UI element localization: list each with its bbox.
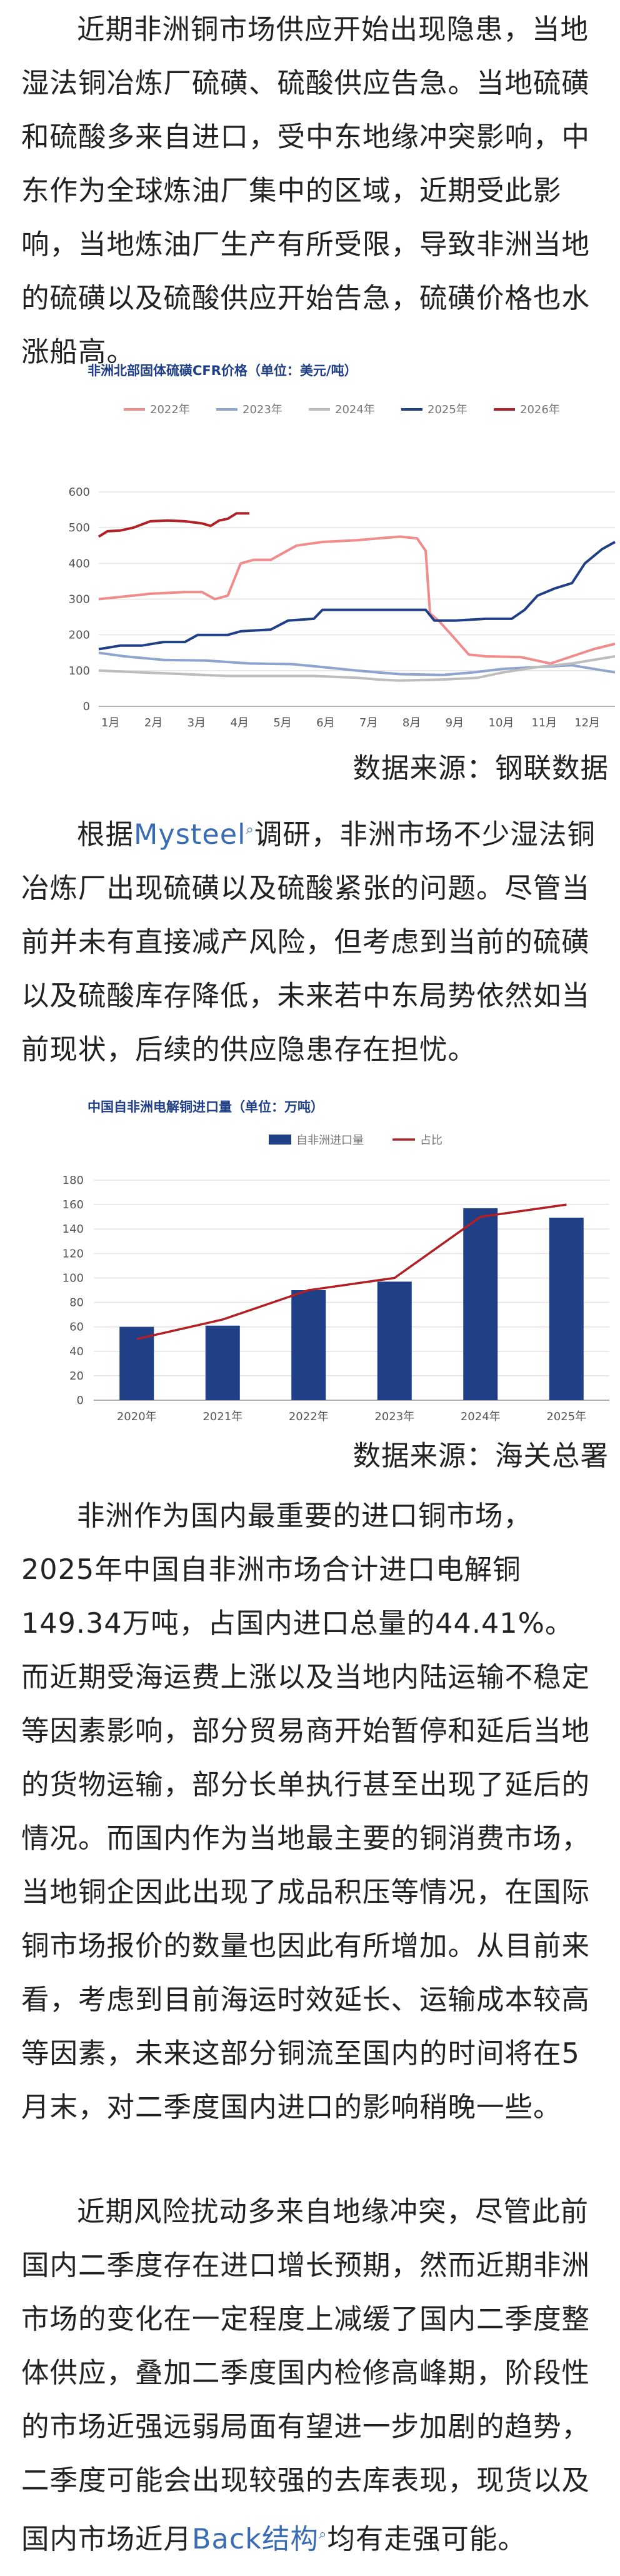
- x-tick-label: 2023年: [374, 1410, 414, 1423]
- bar: [463, 1208, 498, 1400]
- legend-label: 2026年: [520, 403, 560, 416]
- x-tick-label: 3月: [188, 716, 206, 729]
- legend-label: 2022年: [150, 403, 190, 416]
- mysteel-link[interactable]: Mysteel: [134, 818, 246, 851]
- sulfur-price-chart-svg: 非洲北部固体硫磺CFR价格（单位：美元/吨） 0 100 200 300 400 500 60…: [69, 363, 616, 729]
- x-tick-label: 2021年: [202, 1410, 242, 1423]
- y-tick-label: 140: [62, 1223, 84, 1236]
- series-line: [98, 651, 616, 676]
- legend-label: 2023年: [242, 403, 282, 416]
- x-tick-label: 2月: [144, 716, 162, 729]
- x-tick-label: 6月: [316, 716, 334, 729]
- paragraph-4-pre: 近期风险扰动多来自地缘冲突，尽管此前国内二季度存在进口增长预期，然而近期非洲市场…: [21, 2196, 591, 2555]
- x-tick-label: 10月: [489, 716, 514, 729]
- y-tick-label: 600: [69, 486, 90, 499]
- share-line: [136, 1203, 567, 1340]
- copper-import-chart-svg: 中国自非洲电解铜进口量（单位：万吨） 0 20 40 60 80 100 120 140 160 1…: [62, 1100, 609, 1423]
- y-tick-label: 20: [69, 1370, 84, 1383]
- y-tick-label: 80: [69, 1296, 84, 1310]
- legend-swatch: [269, 1135, 291, 1145]
- paragraph-2: 根据Mysteel⌕调研，非洲市场不少湿法铜冶炼厂出现硫磺以及硫酸紧张的问题。尽…: [21, 803, 600, 1077]
- paragraph-4: 近期风险扰动多来自地缘冲突，尽管此前国内二季度存在进口增长预期，然而近期非洲市场…: [21, 2185, 600, 2567]
- bar: [377, 1281, 412, 1400]
- paragraph-2-post: 调研，非洲市场不少湿法铜冶炼厂出现硫磺以及硫酸紧张的问题。尽管当前并未有直接减产…: [21, 818, 596, 1066]
- source-1: 数据来源：钢联数据: [352, 753, 609, 784]
- x-tick-label: 5月: [273, 716, 291, 729]
- series-line: [98, 535, 616, 665]
- series-line: [98, 655, 616, 682]
- x-tick-label: 4月: [231, 716, 249, 729]
- y-tick-label: 160: [62, 1198, 84, 1211]
- search-superscript-icon[interactable]: ⌕: [246, 822, 254, 838]
- paragraph-3: 非洲作为国内最重要的进口铜市场，2025年中国自非洲市场合计进口电解铜149.3…: [21, 1490, 600, 2135]
- sulfur-price-chart: 非洲北部固体硫磺CFR价格（单位：美元/吨） 0 100 200 300 400 500 60…: [0, 350, 620, 738]
- y-tick-label: 200: [69, 629, 90, 642]
- x-tick-label: 2025年: [546, 1410, 586, 1423]
- x-tick-label: 11月: [531, 716, 557, 729]
- back-structure-link[interactable]: Back结构: [192, 2523, 319, 2555]
- y-tick-label: 180: [62, 1174, 84, 1187]
- bar: [291, 1290, 326, 1400]
- x-tick-label: 2024年: [461, 1410, 501, 1423]
- y-tick-label: 100: [62, 1271, 84, 1285]
- legend-label: 占比: [420, 1134, 442, 1147]
- bar: [205, 1325, 240, 1400]
- y-tick-label: 100: [69, 664, 90, 678]
- copper-import-chart: 中国自非洲电解铜进口量（单位：万吨） 0 20 40 60 80 100 120 140 160 1…: [0, 1088, 620, 1450]
- source-2: 数据来源：海关总署: [352, 1440, 609, 1472]
- x-tick-label: 2020年: [117, 1410, 157, 1423]
- legend-label: 2025年: [428, 403, 468, 416]
- series-line: [98, 541, 616, 651]
- paragraph-1-text: 近期非洲铜市场供应开始出现隐患，当地湿法铜冶炼厂硫磺、硫酸供应告急。当地硫磺和硫…: [21, 14, 591, 368]
- chart-title: 非洲北部固体硫磺CFR价格（单位：美元/吨）: [88, 363, 358, 378]
- x-tick-label: 8月: [402, 716, 421, 729]
- bar: [549, 1217, 584, 1400]
- y-tick-label: 120: [62, 1247, 84, 1260]
- y-tick-label: 400: [69, 557, 90, 570]
- y-tick-label: 500: [69, 521, 90, 534]
- y-tick-label: 300: [69, 593, 90, 606]
- search-superscript-icon[interactable]: ⌕: [319, 2527, 328, 2542]
- x-tick-label: 9月: [446, 716, 464, 729]
- x-tick-label: 12月: [574, 716, 600, 729]
- series-line: [98, 512, 249, 538]
- chart-title: 中国自非洲电解铜进口量（单位：万吨）: [88, 1100, 324, 1115]
- y-tick-label: 0: [77, 1394, 84, 1407]
- paragraph-2-pre: 根据: [77, 818, 134, 851]
- y-tick-label: 40: [69, 1345, 84, 1358]
- paragraph-4-post: 均有走强可能。: [327, 2523, 526, 2555]
- y-tick-label: 60: [69, 1321, 84, 1334]
- y-tick-label: 0: [83, 700, 90, 713]
- x-tick-label: 2022年: [289, 1410, 329, 1423]
- x-tick-label: 7月: [359, 716, 378, 729]
- x-tick-label: 1月: [101, 716, 119, 729]
- paragraph-3-text: 非洲作为国内最重要的进口铜市场，2025年中国自非洲市场合计进口电解铜149.3…: [21, 1500, 591, 2123]
- legend-label: 自非洲进口量: [296, 1134, 364, 1147]
- paragraph-1: 近期非洲铜市场供应开始出现隐患，当地湿法铜冶炼厂硫磺、硫酸供应告急。当地硫磺和硫…: [21, 3, 600, 379]
- legend-label: 2024年: [335, 403, 375, 416]
- bar: [119, 1326, 154, 1400]
